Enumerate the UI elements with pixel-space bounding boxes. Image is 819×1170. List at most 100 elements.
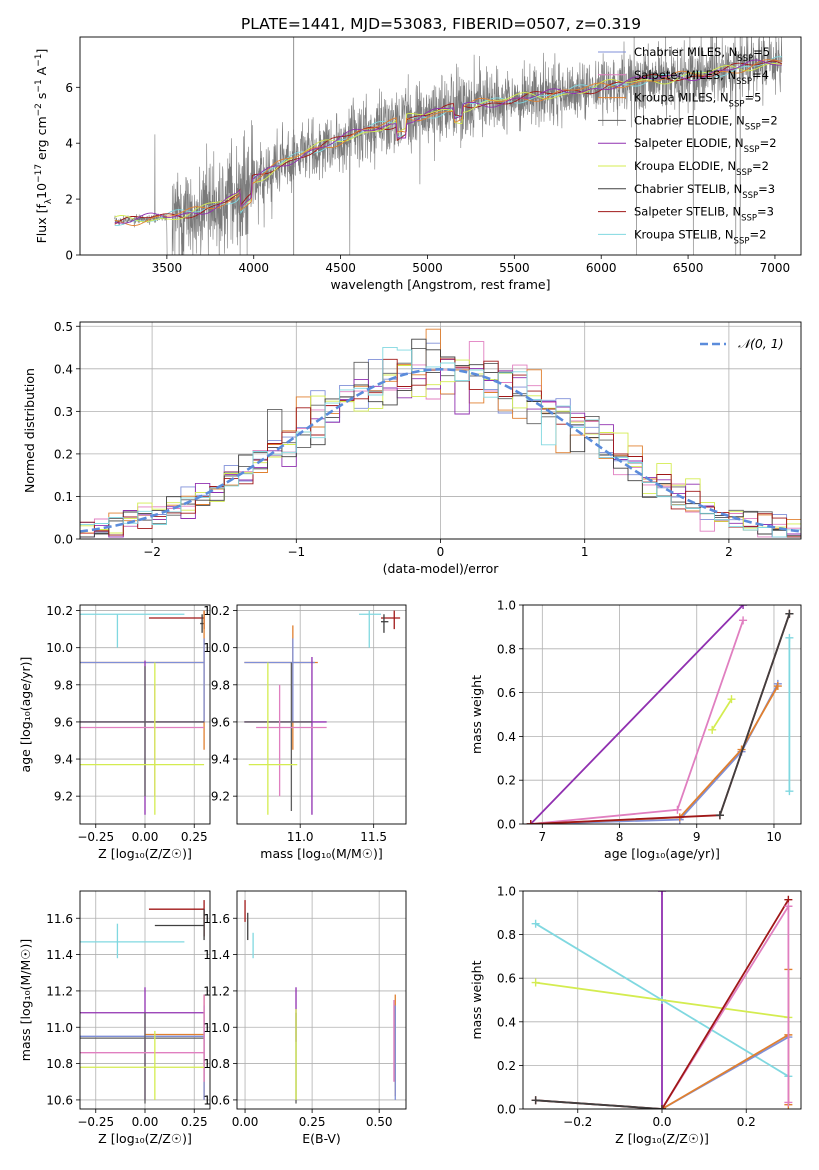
massweight_vs_age-xtick-label: 9 [693,830,701,844]
series-marker [784,902,793,911]
massweight_vs_Z-xtick-label: 0.2 [737,1115,756,1129]
age_vs_mass-points [244,610,401,815]
mass_vs_Z-ytick-label: 11.2 [46,984,73,998]
spectrum-ylabel-part: −1 [34,79,44,92]
mass_vs_ebv-ytick-label: 11.2 [203,984,230,998]
spectrum-axes: 3500 4000 4500 5000 5500 6000 6500 7000 0 2 4 6 wave… [65,81,790,292]
massweight_vs_age-xtick-label: 8 [616,830,624,844]
hist-salpeter_elodie [80,358,801,538]
age_vs_mass-xtick-label: 11.5 [360,830,387,844]
mass_vs_ebv-ytick-label: 10.8 [203,1057,230,1071]
spectrum-ylabel-part: s [34,93,49,104]
series-line [719,613,791,816]
age_vs_mass-xlabel: mass [log₁₀(M/M☉)] [260,846,382,861]
legend-label-name: Chabrier MILES, N [634,45,737,59]
spectrum-model-line-kroupa_elodie [114,63,782,223]
massweight_vs_Z-xtick-label: −0.2 [563,1115,592,1129]
spectrum-ylabel-part: −2 [34,103,44,116]
plot-layer: 3500 4000 4500 5000 5500 6000 6500 7000 0 2 4 6 wave… [18,36,802,1146]
spectrum-xtick-label: 4500 [325,261,356,275]
legend-label-sub: SSP [734,236,750,246]
age_vs_mass-ytick-label: 9.4 [211,753,230,767]
series-line [711,698,733,731]
age_vs_mass-frame [236,604,407,825]
legend-label-sub: SSP [745,122,761,132]
age_vs_Z-ytick-label: 9.4 [54,753,73,767]
mass_vs_ebv-ytick-label: 11.6 [203,912,230,926]
series-marker [739,605,748,609]
massweight_vs_age-ylabel: mass weight [469,675,484,754]
mass_vs_ebv-ytick-label: 10.6 [203,1093,230,1107]
age_vs_Z-ytick-label: 9.2 [54,790,73,804]
legend-label-name: Kroupa ELODIE, N [634,159,736,173]
age_vs_Z-ylabel: age [log₁₀(age/yr)] [18,657,33,773]
age_vs_Z-axes: −0.25 0.00 0.25 9.2 9.4 9.6 9.8 10.0 10.2 Z [log₁… [18,604,210,861]
mass_vs_ebv-axes: 0.00 0.25 0.50 10.6 10.8 11.0 11.2 11.4 11.6 E(B-… [203,891,406,1146]
mass_vs_Z-ytick-label: 11.4 [46,948,73,962]
legend-label-suffix: =3 [758,182,775,196]
residuals-frame [79,321,802,540]
series-line [535,1099,663,1109]
residuals-xtick-label: −1 [287,545,305,559]
massweight_vs_Z-ytick-label: 0.0 [497,1103,516,1117]
age_vs_Z-ytick-label: 9.8 [54,678,73,692]
age_vs_Z-ytick-label: 9.6 [54,715,73,729]
legend-label-name: Chabrier STELIB, N [634,182,742,196]
legend-label-suffix: =2 [752,159,769,173]
spectrum-xtick-label: 7000 [760,261,791,275]
series-marker [673,805,682,814]
massweight_vs_Z-ylabel: mass weight [469,960,484,1039]
spectrum-ylabel-part: 10 [34,183,49,199]
legend-label-sub: SSP [736,168,752,178]
age_vs_mass-xtick-label: 11.0 [287,830,314,844]
mass_vs_ebv-xtick-label: 0.25 [299,1115,326,1129]
residuals-xtick-label: 0 [437,545,445,559]
age_vs_mass-ytick-label: 9.6 [211,715,230,729]
mass_vs_Z-ytick-label: 10.8 [46,1057,73,1071]
spectrum-ytick-label: 2 [65,193,73,207]
massweight_vs_age-xlabel: age [log₁₀(age/yr)] [604,846,720,861]
spectrum-xtick-label: 5000 [412,261,443,275]
mass_vs_ebv-frame [236,890,407,1110]
spectrum-xtick-label: 3500 [152,261,183,275]
legend-label: Kroupa STELIB, NSSP=2 [634,227,766,246]
residuals-ylabel: Normed distribution [22,368,37,493]
age_vs_Z-ytick-label: 10.2 [46,604,73,618]
massweight_vs_age-ytick-label: 0.4 [497,730,516,744]
age_vs_Z-xtick-label: −0.25 [77,830,114,844]
massweight_vs_Z-series [531,891,793,1109]
residuals-ytick-label: 0.0 [54,533,73,547]
massweight_vs_Z-ytick-label: 1.0 [497,885,516,899]
age_vs_mass-ytick-label: 9.2 [211,790,230,804]
series-marker [784,1098,793,1107]
massweight_vs_age-ytick-label: 0.2 [497,774,516,788]
mass_vs_ebv-ytick-label: 11.4 [203,948,230,962]
legend-label-sub: SSP [736,77,752,87]
mass_vs_Z-xtick-label: 0.00 [132,1115,159,1129]
spectrum-lines [114,37,783,255]
mass_vs_Z-axes: −0.25 0.00 0.25 10.6 10.8 11.0 11.2 11.4 11.6 Z [… [18,891,210,1146]
massweight_vs_Z-xlabel: Z [log₁₀(Z/Z☉)] [615,1131,709,1146]
legend-label-suffix: =2 [760,136,777,150]
residuals-ytick-label: 0.4 [54,362,73,376]
spectrum-ylabel-part: ] [34,49,49,54]
spectrum-ytick-label: 6 [65,81,73,95]
massweight_vs_age-ytick-label: 1.0 [497,599,516,613]
legend-label: Salpeter STELIB, NSSP=3 [634,205,774,224]
age_vs_Z-xlabel: Z [log₁₀(Z/Z☉)] [98,846,192,861]
massweight_vs_age-frame [522,604,802,825]
legend-label-suffix: =4 [752,68,769,82]
spectrum-ylabel-part: −1 [34,54,44,67]
mass_vs_ebv-points [244,900,396,1104]
massweight_vs_Z-xtick-label: 0.0 [652,1115,671,1129]
massweight_vs_age-ytick-label: 0.8 [497,642,516,656]
legend-label-sub: SSP [737,54,753,64]
spectrum-ylabel-part: A [34,66,49,79]
legend-label-suffix: =5 [744,91,761,105]
residuals-ytick-label: 0.2 [54,447,73,461]
series-marker [658,1105,666,1109]
residuals-xtick-label: 2 [725,545,733,559]
spectrum-ylabel-part: λ [44,198,54,204]
spectrum-ylabel: Flux [fλ10−17 erg cm−2 s−1 A−1] [34,49,54,244]
